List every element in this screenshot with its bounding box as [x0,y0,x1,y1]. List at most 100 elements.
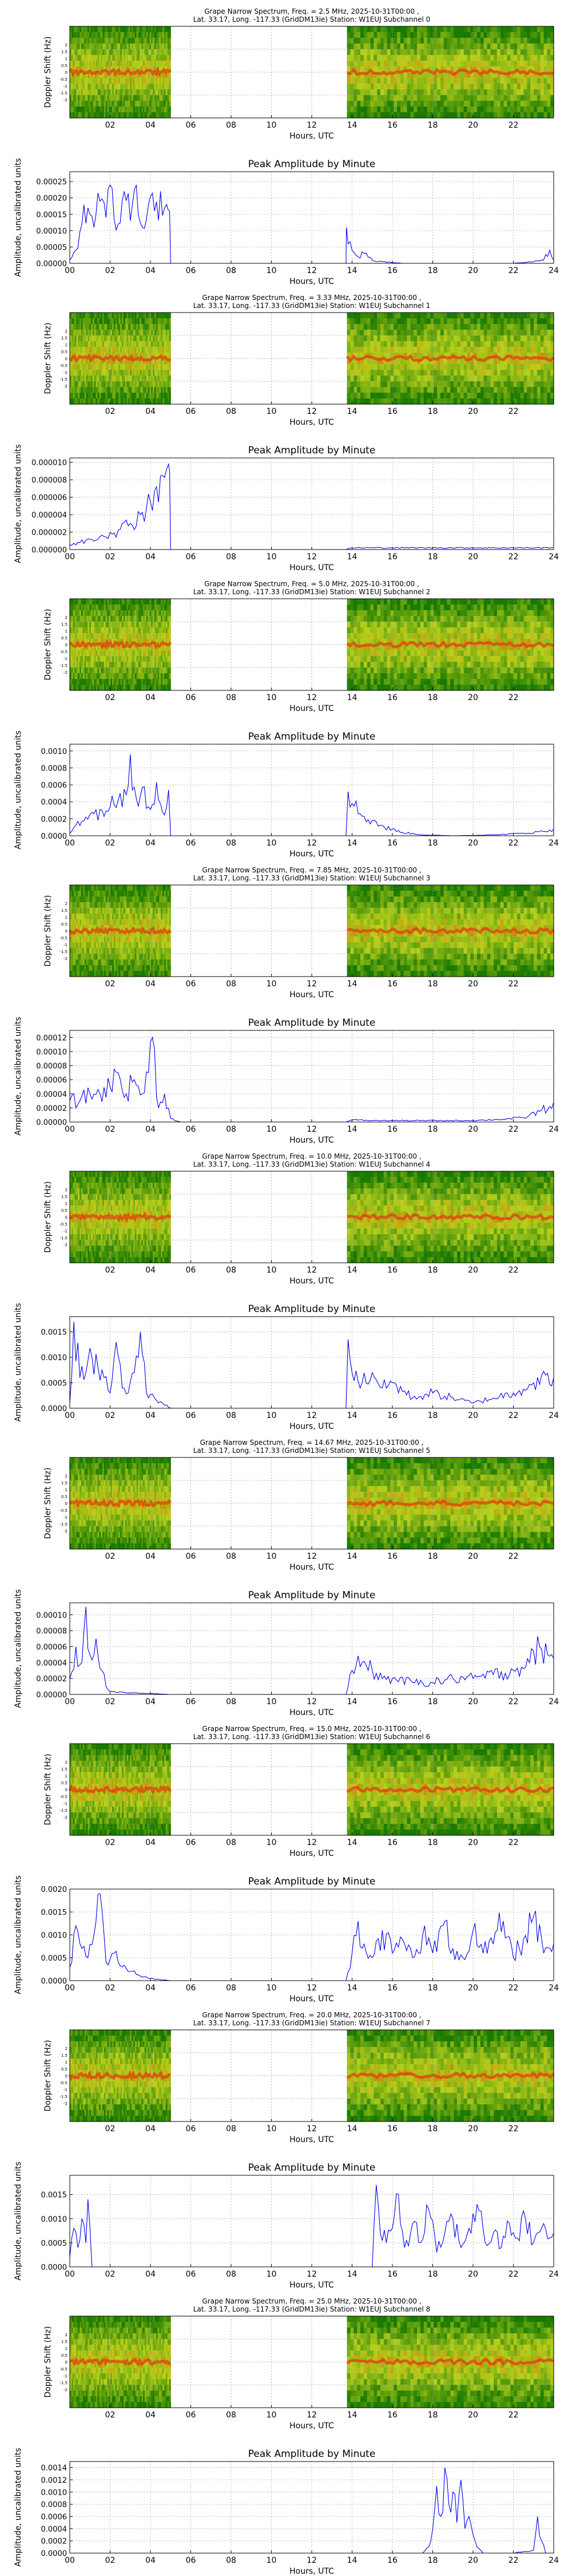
y-tick-label: 0.00005 [36,243,67,252]
x-tick-label: 04 [145,1838,156,1847]
y-tick-label: -0.5 [59,2367,67,2372]
spectrogram-title: Grape Narrow Spectrum, Freq. = 25.0 MHz,… [202,2297,421,2305]
x-axis-label: Hours, UTC [289,2421,334,2431]
x-tick-label: 16 [387,1697,398,1706]
x-tick-label: 16 [387,1552,398,1561]
x-tick-label: 20 [468,552,478,562]
y-tick-label: 2 [65,43,67,48]
y-tick-label: 0.0002 [41,2538,67,2546]
spectrogram-subtitle: Lat. 33.17, Long. -117.33 (GridDM13ie) S… [193,874,431,882]
x-tick-label: 08 [226,2270,236,2279]
y-tick-label: 1.5 [61,50,67,54]
x-tick-label: 18 [428,1697,438,1706]
spectrogram-segment [68,2030,171,2122]
x-tick-label: 16 [387,1266,398,1275]
y-tick-label: 1.5 [61,336,67,341]
x-tick-label: 16 [387,407,398,416]
doppler-trace [69,1498,172,1509]
y-tick-label: 0 [65,1502,67,1506]
x-tick-label: 22 [509,2556,519,2565]
y-tick-label: 0.5 [61,1208,67,1213]
x-tick-label: 06 [186,1266,196,1275]
y-tick-label: 0.5 [61,2067,67,2072]
x-tick-label: 06 [186,121,196,130]
y-tick-label: 1.5 [61,1195,67,1199]
x-tick-label: 20 [468,839,478,848]
x-tick-label: 14 [347,266,357,275]
x-tick-label: 16 [387,121,398,130]
spectrogram-panel: Grape Narrow Spectrum, Freq. = 25.0 MHz,… [43,2297,554,2431]
y-tick-label: -1 [63,943,67,947]
x-tick-label: 08 [226,1552,236,1561]
amplitude-title: Peak Amplitude by Minute [248,731,376,742]
y-tick-label: 0.0000 [41,1977,67,1986]
x-tick-label: 00 [65,1984,75,1993]
y-tick-label: 0.0015 [41,1909,67,1917]
y-axis-label: Doppler Shift (Hz) [43,2040,53,2112]
x-tick-label: 14 [347,1984,357,1993]
spectrogram-panel: Grape Narrow Spectrum, Freq. = 3.33 MHz,… [43,294,555,427]
y-tick-label: 0 [65,1788,67,1792]
x-tick-label: 24 [549,839,559,848]
y-tick-label: 0.5 [61,2353,67,2358]
x-tick-label: 14 [347,1552,357,1561]
x-tick-label: 10 [267,266,277,275]
y-axis-label: Amplitude, uncalibrated units [14,444,23,563]
x-tick-label: 10 [267,2270,277,2279]
x-tick-label: 02 [105,2556,116,2565]
x-tick-label: 20 [468,2411,478,2420]
spectrogram-panel: Grape Narrow Spectrum, Freq. = 7.85 MHz,… [43,866,555,999]
x-tick-label: 10 [267,2411,277,2420]
x-axis-label: Hours, UTC [289,1277,334,1286]
x-tick-label: 20 [468,1984,478,1993]
x-tick-label: 06 [186,1697,196,1706]
y-axis-label: Doppler Shift (Hz) [43,323,53,394]
y-tick-label: 1.5 [61,1767,67,1772]
y-tick-label: 1 [65,2060,67,2065]
amplitude-panel: Peak Amplitude by Minute 00 02 04 06 08 10 12 14… [14,730,559,859]
x-tick-label: 04 [145,1266,156,1275]
x-tick-label: 06 [186,266,196,275]
spectrogram-subtitle: Lat. 33.17, Long. -117.33 (GridDM13ie) S… [193,1160,431,1168]
amplitude-panel: Peak Amplitude by Minute 00 02 04 06 08 10 12 14… [14,2162,559,2290]
y-tick-label: 0.0005 [41,1954,67,1963]
x-tick-label: 20 [468,2124,478,2134]
x-tick-label: 12 [307,1411,317,1420]
x-tick-label: 18 [428,1411,438,1420]
x-tick-label: 10 [267,1552,277,1561]
y-tick-label: -1.5 [59,1236,67,1240]
doppler-trace [346,2071,555,2080]
x-tick-label: 10 [267,1838,277,1847]
y-tick-label: 0.000010 [31,459,67,468]
x-tick-label: 02 [105,1984,116,1993]
x-tick-label: 22 [509,693,519,702]
spectrogram-title: Grape Narrow Spectrum, Freq. = 10.0 MHz,… [202,1152,421,1160]
y-tick-label: 0.0015 [41,2191,67,2200]
x-tick-label: 16 [387,2411,398,2420]
y-tick-label: 0 [65,2360,67,2365]
y-tick-label: 0.00008 [36,1062,67,1071]
y-axis-label: Amplitude, uncalibrated units [14,2162,23,2281]
y-tick-label: 1.5 [61,2340,67,2344]
x-tick-label: 08 [226,2556,236,2565]
x-tick-label: 24 [549,552,559,562]
x-tick-label: 22 [509,1125,519,1134]
y-tick-label: 0.5 [61,1495,67,1499]
y-tick-label: -1 [63,370,67,375]
x-tick-label: 08 [226,839,236,848]
spectrogram-title: Grape Narrow Spectrum, Freq. = 3.33 MHz,… [202,294,421,302]
x-tick-label: 02 [105,552,116,562]
y-tick-label: 0.5 [61,922,67,927]
spectrogram-panel: Grape Narrow Spectrum, Freq. = 10.0 MHz,… [43,1152,554,1286]
x-tick-label: 10 [267,1125,277,1134]
y-tick-label: -1 [63,657,67,661]
x-tick-label: 06 [186,407,196,416]
spectrogram-subtitle: Lat. 33.17, Long. -117.33 (GridDM13ie) S… [193,15,431,23]
y-tick-label: 0.5 [61,64,67,68]
y-tick-label: 0.00006 [36,1643,67,1652]
x-tick-label: 24 [549,266,559,275]
doppler-trace [69,639,172,650]
x-tick-label: 08 [226,1697,236,1706]
y-tick-label: 0.000000 [31,546,67,555]
x-axis-label: Hours, UTC [289,1422,334,1431]
